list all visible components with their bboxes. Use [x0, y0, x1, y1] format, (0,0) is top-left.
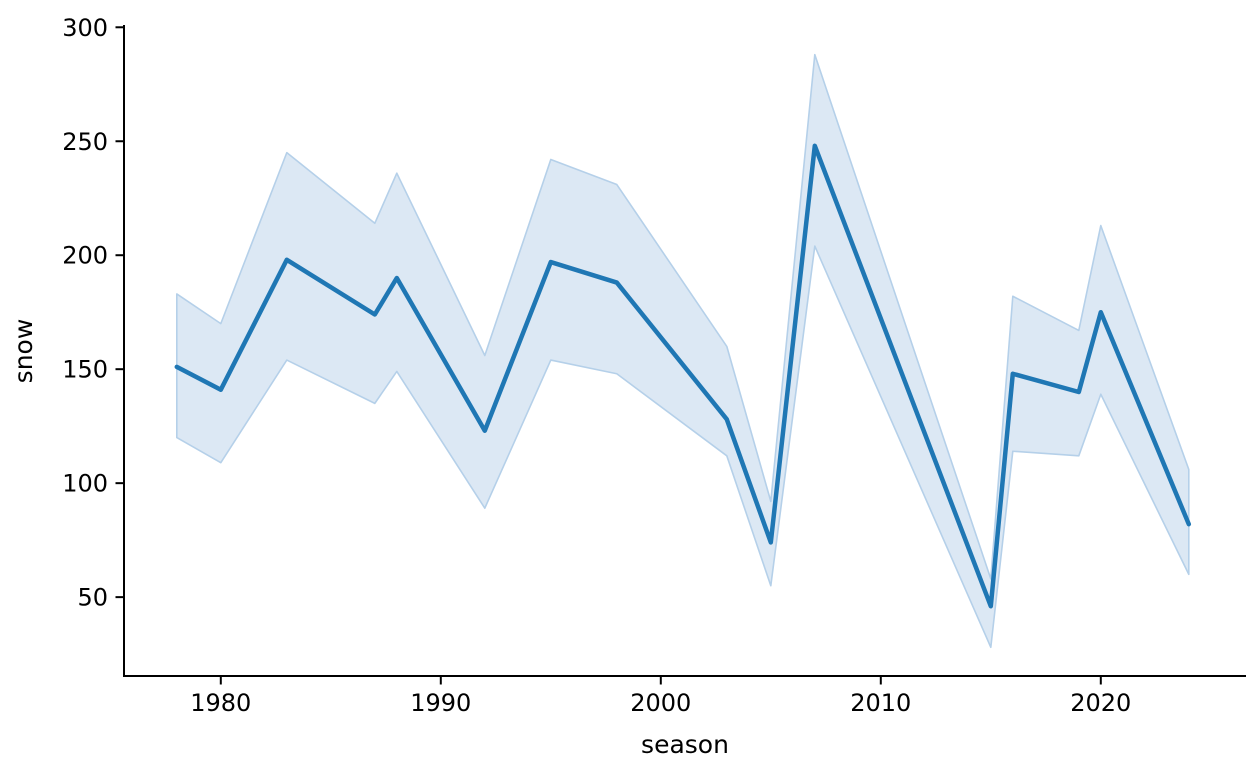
y-axis-label: snow	[9, 319, 38, 384]
plot-area: 1980 1990 2000 2010 2020 50 100 150 200 250 300	[62, 14, 1246, 717]
confidence-band	[176, 53, 1190, 649]
x-tick-label: 1990	[410, 689, 471, 717]
y-tick-label: 300	[62, 14, 108, 42]
x-tick-label: 2010	[850, 689, 911, 717]
x-tick-label: 1980	[190, 689, 251, 717]
y-tick-label: 250	[62, 128, 108, 156]
snow-line	[174, 143, 1192, 609]
y-tick-label: 100	[62, 470, 108, 498]
x-tick-label: 2020	[1070, 689, 1131, 717]
x-tick-label: 2000	[630, 689, 691, 717]
y-tick-label: 50	[77, 584, 108, 612]
y-tick-label: 150	[62, 356, 108, 384]
x-axis-label: season	[641, 730, 729, 759]
y-tick-label: 200	[62, 242, 108, 270]
